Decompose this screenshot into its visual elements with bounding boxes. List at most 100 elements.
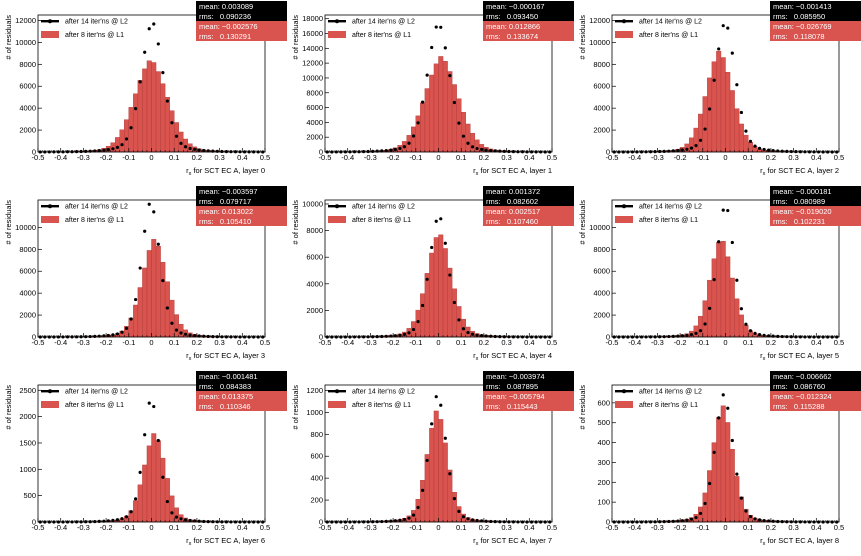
- data-point: [398, 333, 402, 337]
- y-tick-label: 1200: [306, 386, 323, 395]
- data-point: [129, 510, 133, 514]
- y-tick-label: 0: [319, 333, 323, 342]
- data-point: [430, 245, 434, 250]
- x-tick-label: 0.3: [501, 338, 511, 347]
- data-point: [165, 499, 169, 504]
- data-point: [712, 78, 716, 82]
- stats-l2-rms: rms: 0.093450: [486, 12, 538, 21]
- x-axis-title-sub: x: [476, 171, 479, 177]
- legend-label-l1: after 8 iter'ns @ L1: [65, 217, 124, 224]
- x-axis-title-rest: for SCT EC A, layer 0: [191, 166, 265, 175]
- y-tick-label: 600: [310, 452, 323, 461]
- x-tick-label: -0.3: [364, 153, 377, 162]
- x-tick-label: 0.2: [766, 153, 776, 162]
- histogram-bar: [738, 123, 744, 153]
- stats-l1-mean: mean: −0.002576: [199, 22, 258, 31]
- data-point: [457, 509, 461, 513]
- x-tick-label: -0.5: [606, 153, 619, 162]
- histogram-bar: [133, 93, 139, 153]
- stats-l1-rms: rms: 0.130291: [199, 32, 251, 41]
- data-point: [398, 146, 402, 151]
- y-tick-label: 6000: [306, 103, 323, 112]
- legend-label-l2: after 14 iter'ns @ L2: [352, 389, 415, 396]
- y-tick-label: 300: [597, 458, 610, 467]
- y-tick-label: 0: [606, 518, 610, 527]
- data-point: [97, 149, 101, 153]
- data-point: [411, 134, 416, 138]
- x-tick-label: -0.3: [77, 523, 90, 532]
- stats-box-l2-rms: [483, 381, 574, 391]
- histogram-bar: [433, 410, 439, 523]
- x-tick-label: -0.1: [122, 338, 135, 347]
- data-point: [739, 307, 743, 311]
- x-axis-title-sub: x: [763, 171, 766, 177]
- histogram-bar: [151, 239, 157, 338]
- y-tick-label: 800: [310, 430, 323, 439]
- data-point: [202, 519, 206, 524]
- stats-box-l1-rms: [196, 31, 287, 41]
- legend-label-l2: after 14 iter'ns @ L2: [639, 19, 702, 26]
- legend-label-l2: after 14 iter'ns @ L2: [65, 19, 128, 26]
- legend-marker-l2: [622, 204, 626, 209]
- stats-box-l2-mean: [196, 371, 287, 381]
- stats-l1-rms: rms: 0.107460: [486, 217, 538, 226]
- data-point: [174, 328, 179, 332]
- data-point: [147, 401, 151, 405]
- histogram-bar: [433, 63, 439, 153]
- data-point: [393, 334, 397, 338]
- y-tick-label: 4000: [306, 279, 323, 288]
- histogram-bar: [420, 480, 426, 523]
- data-point: [115, 145, 120, 149]
- data-point: [493, 334, 497, 339]
- data-point: [430, 45, 434, 50]
- y-axis-title: # of residuals: [4, 15, 13, 60]
- data-point: [129, 317, 133, 321]
- data-point: [698, 138, 703, 142]
- data-point: [224, 149, 229, 154]
- data-point: [443, 436, 447, 440]
- data-point: [753, 517, 757, 521]
- data-point: [448, 472, 452, 476]
- x-tick-label: 0.2: [192, 338, 202, 347]
- x-axis-title: rx for SCT EC A, layer 1: [473, 166, 552, 177]
- x-tick-label: -0.4: [628, 153, 641, 162]
- data-point: [124, 515, 129, 519]
- histogram-bar: [447, 71, 453, 153]
- data-point: [93, 334, 97, 338]
- histogram-bar: [137, 80, 143, 153]
- data-point: [152, 404, 156, 409]
- data-point: [434, 395, 438, 399]
- x-tick-label: 0.3: [214, 153, 224, 162]
- data-point: [156, 242, 160, 246]
- histogram-bar: [447, 267, 453, 338]
- chart-svg: -0.5 -0.4 -0.3 -0.2 -0.1 0 0.1 0.2 0.3 0.4 0.5 0 200…: [291, 186, 574, 362]
- data-point: [470, 518, 475, 522]
- histogram-bar: [729, 277, 735, 338]
- stats-box-l2-mean: [770, 371, 861, 381]
- histogram-bar: [133, 304, 139, 338]
- x-tick-label: -0.5: [319, 153, 332, 162]
- y-tick-label: 4000: [593, 104, 610, 113]
- x-tick-label: -0.2: [674, 338, 687, 347]
- legend-swatch-l1: [41, 31, 59, 38]
- data-point: [170, 121, 174, 125]
- data-point: [161, 475, 165, 479]
- data-point: [138, 80, 142, 84]
- data-point: [124, 326, 129, 330]
- x-axis-title-main: r: [760, 351, 763, 360]
- y-tick-label: 2000: [306, 133, 323, 142]
- data-point: [466, 141, 470, 145]
- x-axis-title: rx for SCT EC A, layer 2: [760, 166, 839, 177]
- histogram-bar: [743, 134, 749, 153]
- y-tick-label: 0: [606, 148, 610, 157]
- y-tick-label: 0: [32, 148, 36, 157]
- legend-marker-l2: [48, 204, 52, 209]
- stats-l2-mean: mean: −0.001481: [199, 372, 258, 381]
- x-axis-title-rest: for SCT EC A, layer 3: [191, 351, 265, 360]
- data-point: [717, 416, 721, 420]
- data-point: [416, 319, 420, 324]
- data-point: [470, 332, 475, 336]
- legend-marker-l2: [335, 389, 339, 394]
- histogram-bar: [155, 246, 161, 338]
- y-tick-label: 10000: [302, 199, 323, 208]
